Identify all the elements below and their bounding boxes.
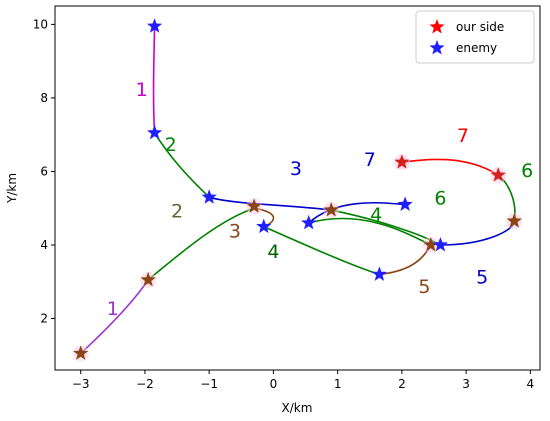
y-tick-label: 2 (40, 312, 48, 326)
y-axis-ticks: 2 4 6 8 10 (33, 17, 55, 326)
our-side-star (423, 237, 439, 252)
stars-layer (72, 18, 523, 362)
y-axis-label: Y/km (5, 173, 19, 204)
trajectory-segment-7 (401, 158, 499, 176)
trajectory-segment-5 (440, 220, 516, 246)
x-tick-label: 2 (398, 377, 406, 391)
segment-label: 5 (418, 276, 430, 298)
segment-label: 7 (364, 149, 376, 171)
trajectory-segment-12 (379, 244, 432, 276)
trajectory-segment-4 (331, 209, 441, 246)
enemy-star (397, 196, 413, 211)
trajectory-segment-2 (153, 132, 210, 198)
enemy-star (256, 218, 272, 234)
legend-star-1 (429, 19, 445, 34)
y-tick-label: 8 (40, 91, 48, 105)
legend-box (415, 10, 535, 64)
segment-labels-layer: 1 2 3 4 5 6 7 7 6 5 4 3 2 1 (107, 79, 533, 320)
segment-label: 1 (107, 298, 119, 320)
our-side-star (506, 213, 522, 228)
segment-label: 5 (476, 267, 488, 289)
x-tick-label: 0 (270, 377, 278, 391)
trajectory-segment-3 (208, 196, 332, 211)
x-tick-label: −1 (200, 377, 218, 391)
segment-label: 3 (290, 158, 302, 180)
our-side-star (246, 198, 262, 213)
x-tick-label: 1 (334, 377, 342, 391)
our-side-star (73, 345, 89, 360)
x-axis-ticks: −3 −2 −1 0 1 2 3 4 (72, 370, 534, 391)
segment-label: 2 (171, 200, 183, 222)
y-tick-label: 6 (40, 164, 48, 178)
segment-label: 2 (165, 134, 177, 156)
enemy-star (147, 124, 163, 140)
legend-label-1: our side (456, 20, 504, 34)
x-tick-label: 3 (462, 377, 470, 391)
our-side-star (490, 167, 506, 182)
enemy-star (201, 189, 217, 204)
segment-label: 3 (229, 221, 241, 243)
y-tick-label: 10 (33, 17, 48, 31)
segment-label: 1 (136, 79, 148, 101)
plot-frame (54, 5, 541, 371)
y-tick-label: 4 (40, 238, 48, 252)
our-side-star (140, 271, 156, 287)
trajectory-segment-9 (147, 207, 255, 281)
x-axis-label: X/km (282, 401, 313, 415)
our-side-star (323, 202, 339, 217)
segment-label: 4 (267, 241, 279, 263)
segment-label: 7 (457, 125, 469, 147)
trajectory-segment-14 (308, 201, 406, 224)
x-tick-label: 4 (527, 377, 535, 391)
legend-star-2 (429, 40, 445, 55)
enemy-star (301, 214, 317, 230)
x-tick-label: −3 (72, 377, 90, 391)
enemy-star (147, 18, 163, 33)
legend-label-2: enemy (456, 41, 497, 55)
segments-layer (80, 26, 516, 355)
trajectory-segment-13 (308, 217, 432, 246)
legend: our side enemy (415, 10, 535, 64)
x-tick-label: −2 (136, 377, 154, 391)
enemy-star (371, 266, 387, 281)
trajectory-segment-8 (80, 279, 149, 355)
our-side-star (394, 154, 410, 169)
trajectory-segment-11 (263, 225, 380, 276)
enemy-star (432, 237, 448, 252)
segment-label: 4 (370, 204, 382, 226)
segment-label: 6 (434, 188, 446, 210)
trajectory-segment-1 (152, 26, 156, 133)
segment-label: 6 (521, 160, 533, 182)
